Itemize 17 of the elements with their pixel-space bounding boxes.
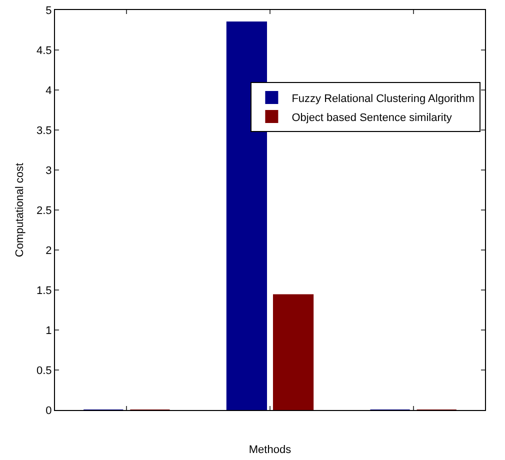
bar xyxy=(226,22,268,410)
y-tick-label: 0 xyxy=(46,404,52,417)
y-tick-label: 2.5 xyxy=(36,204,52,217)
y-tick-label: 4 xyxy=(46,84,52,97)
y-tick-label: 4.5 xyxy=(36,44,52,57)
y-tick-label: 3.5 xyxy=(36,124,52,137)
x-axis-title: Methods xyxy=(248,444,292,456)
legend-label: Object based Sentence similarity xyxy=(292,112,452,124)
bar xyxy=(272,294,314,410)
y-axis-title: Computational cost xyxy=(14,162,26,258)
legend-label: Fuzzy Relational Clustering Algorithm xyxy=(292,92,475,105)
y-tick-label: 5 xyxy=(46,4,52,17)
y-tick-label: 2 xyxy=(46,244,52,257)
y-tick-label: 3 xyxy=(46,164,52,177)
y-tick-label: 0.5 xyxy=(36,364,52,377)
y-tick-label: 1 xyxy=(46,324,52,337)
y-tick-label: 1.5 xyxy=(36,284,52,297)
